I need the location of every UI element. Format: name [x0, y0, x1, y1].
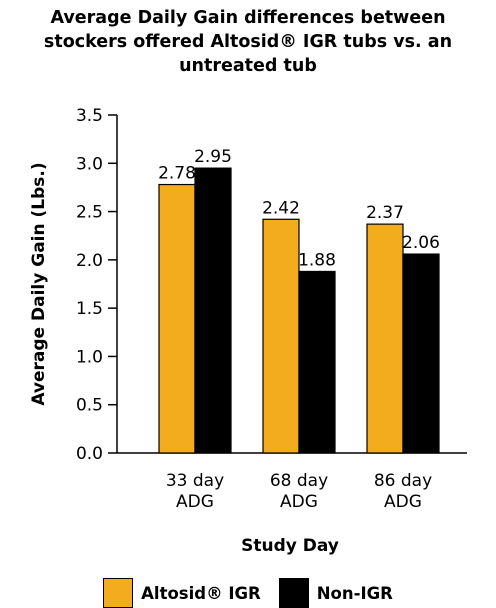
chart-title: Average Daily Gain differences between s…: [0, 6, 496, 78]
bar-altosid: [366, 223, 404, 454]
x-tick-label: ADG: [384, 492, 422, 512]
data-label-altosid: 2.78: [158, 164, 196, 184]
y-tick-label: 1.0: [76, 347, 103, 367]
y-tick-label: 2.0: [76, 251, 103, 271]
chart-title-line-3: untreated tub: [179, 56, 317, 76]
legend-item-non-igr: Non-IGR: [278, 578, 393, 608]
legend-swatch-altosid: [103, 578, 134, 608]
y-tick-label: 3.0: [76, 154, 103, 174]
legend-swatch-non-igr: [278, 578, 309, 608]
data-label-altosid: 2.42: [262, 198, 300, 218]
bar-non-igr: [298, 270, 336, 454]
y-tick-label: 3.5: [76, 106, 103, 126]
y-tick-label: 0.0: [76, 444, 103, 464]
x-tick-label: 33 day: [166, 471, 224, 491]
x-tick-label: 86 day: [374, 471, 432, 491]
data-label-non-igr: 2.95: [194, 147, 232, 167]
legend-label-non-igr: Non-IGR: [316, 583, 393, 603]
bar-non-igr: [402, 253, 440, 454]
y-tick-label: 0.5: [76, 396, 103, 416]
x-tick-label: 68 day: [270, 471, 328, 491]
x-tick-label: ADG: [280, 492, 318, 512]
bar-non-igr: [194, 167, 232, 454]
y-tick-label: 1.5: [76, 299, 103, 319]
bar-altosid: [262, 218, 300, 454]
x-axis-label: Study Day: [241, 536, 339, 556]
data-label-altosid: 2.37: [366, 203, 404, 223]
chart-title-line-1: Average Daily Gain differences between: [50, 8, 446, 28]
y-tick-label: 2.5: [76, 203, 103, 223]
legend-item-altosid: Altosid® IGR: [103, 578, 261, 608]
data-label-non-igr: 1.88: [298, 250, 336, 270]
bar-altosid: [158, 183, 196, 454]
legend-label-altosid: Altosid® IGR: [141, 583, 261, 603]
data-label-non-igr: 2.06: [402, 233, 440, 253]
legend: Altosid® IGR Non-IGR: [0, 578, 496, 608]
chart-title-line-2: stockers offered Altosid® IGR tubs vs. a…: [43, 32, 453, 52]
y-axis-label: Average Daily Gain (Lbs.): [29, 162, 49, 405]
x-tick-label: ADG: [176, 492, 214, 512]
